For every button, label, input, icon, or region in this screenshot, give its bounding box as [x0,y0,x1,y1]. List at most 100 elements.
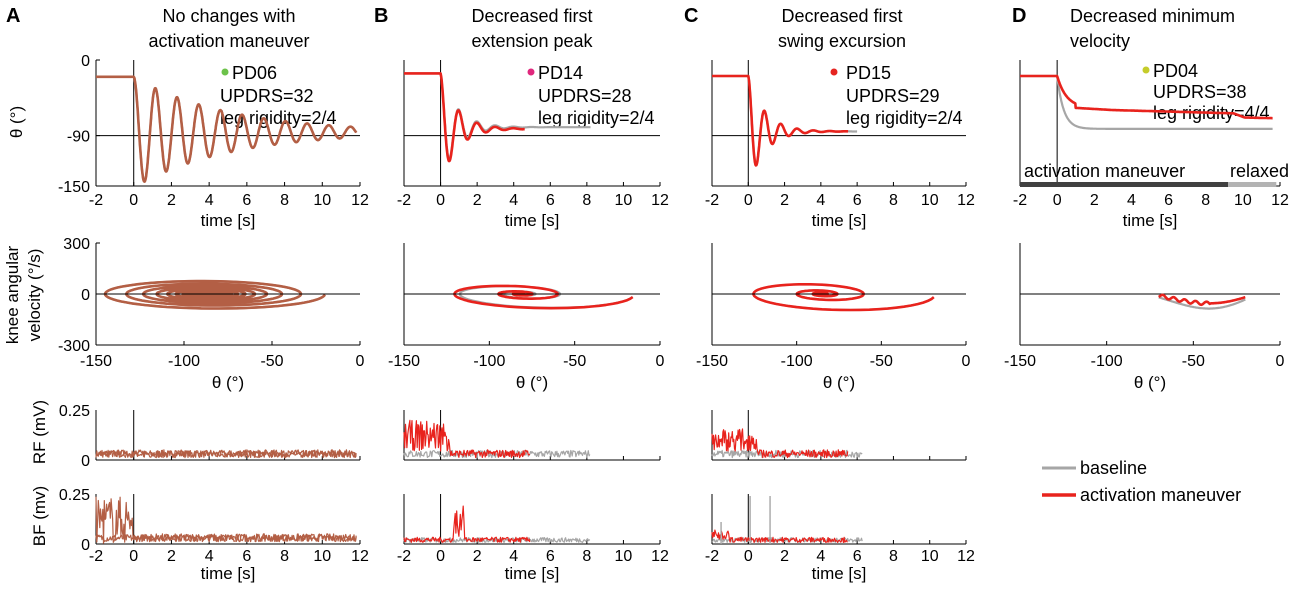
pa-bf-xtick-label: 12 [351,548,369,565]
pb-theta-xtick-label: -2 [397,192,411,209]
updrs-c: UPDRS=29 [846,86,940,106]
pa-phase-ytick-label: -300 [58,338,90,355]
pa-bf-xtick-label: -2 [89,548,103,565]
rigidity-b: leg rigidity=2/4 [538,108,655,128]
pc-rf-activation-trace [711,428,849,459]
pb-phase-xtick-label: -100 [473,353,505,370]
pb-theta-xlabel: time [s] [505,211,560,230]
pc-phase-activation-line [752,283,935,312]
pc-bf-xtick-label: 8 [889,548,898,565]
panel-d-title-line1: Decreased minimum [1070,6,1235,26]
pb-theta-xtick-label: 0 [436,192,445,209]
pb-bf-xtick-label: 8 [582,548,591,565]
pd-phase-xtick-label: -100 [1091,353,1123,370]
pd-theta-activation-line [1019,74,1274,120]
panel-letter-b: B [374,5,388,27]
pc-theta-xtick-label: 0 [744,192,753,209]
pb-bf-xtick-label: 4 [509,548,518,565]
patient-id-b: PD14 [538,63,583,83]
pb-bf-xtick-label: 0 [436,548,445,565]
pa-theta-xtick-label: 10 [313,192,331,209]
pa-phase-xtick-label: -50 [260,353,283,370]
pd-phase-xtick-label: -150 [1004,353,1036,370]
pa-bf-xtick-label: 6 [242,548,251,565]
pc-phase-xlabel: θ (°) [823,373,855,392]
pb-theta-activation-line [403,72,526,163]
pa-theta-xtick-label: 4 [205,192,214,209]
pc-theta-xtick-label: 8 [889,192,898,209]
pa-rf-ytick-label: 0.25 [59,403,90,420]
legend-activation-label: activation maneuver [1080,485,1241,505]
pa-bf-ytick-label: 0 [81,537,90,554]
pb-bf-xtick-label: 6 [546,548,555,565]
updrs-a: UPDRS=32 [220,86,314,106]
pa-phase-xtick-label: -150 [80,353,112,370]
angle-axis-label: θ (°) [7,106,26,138]
pc-theta-xlabel: time [s] [812,211,867,230]
pa-phase-xlabel: θ (°) [212,373,244,392]
pa-bf-xtick-label: 4 [205,548,214,565]
pb-theta-xtick-label: 2 [473,192,482,209]
pa-theta-ytick-label: 0 [81,53,90,70]
pb-phase-xlabel: θ (°) [516,373,548,392]
patient-id-c: PD15 [846,63,891,83]
pa-theta-xtick-label: 2 [167,192,176,209]
pd-theta-xtick-label: 2 [1090,192,1099,209]
pc-bf-xtick-label: 2 [780,548,789,565]
pb-theta-xtick-label: 8 [582,192,591,209]
pa-rf-ytick-label: 0 [81,453,90,470]
pa-bf-xtick-label: 10 [313,548,331,565]
pa-rf-activation-trace [95,449,357,459]
pb-phase-xtick-label: -150 [388,353,420,370]
pc-theta-xtick-label: 10 [921,192,939,209]
pc-theta-xtick-label: 6 [853,192,862,209]
panel-a-title-line1: No changes with [162,6,295,26]
pb-rf-activation-trace [403,419,531,459]
pa-theta-ytick-label: -90 [67,129,90,146]
legend: baseline activation maneuver [1042,458,1241,505]
pd-phase-activation-line [1158,293,1246,307]
pd-phase-xtick-label: 0 [1276,353,1285,370]
pa-theta-xtick-label: 8 [280,192,289,209]
pd-phase-xtick-label: -50 [1182,353,1205,370]
pc-bf-xtick-label: 4 [816,548,825,565]
pc-phase-xtick-label: -50 [870,353,893,370]
pa-bf-xtick-label: 8 [280,548,289,565]
pa-theta-xlabel: time [s] [201,211,256,230]
pa-phase-xtick-label: -100 [168,353,200,370]
pd-phase-baseline-line [1158,296,1246,310]
pa-phase-xtick-label: 0 [356,353,365,370]
patient-dot-c [830,68,838,76]
pa-bf-xtick-label: 0 [129,548,138,565]
pc-bf-xtick-label: 0 [744,548,753,565]
panel-c-title-line1: Decreased first [781,6,902,26]
pd-theta-xtick-label: 4 [1127,192,1136,209]
patient-annotations: PD06 UPDRS=32 leg rigidity=2/4 PD14 UPDR… [220,61,1270,128]
pb-theta-xtick-label: 6 [546,192,555,209]
pa-bf-ytick-label: 0.25 [59,487,90,504]
pa-theta-xtick-label: 12 [351,192,369,209]
pc-theta-xtick-label: 12 [957,192,975,209]
pb-bf-xtick-label: 10 [615,548,633,565]
pc-bf-xtick-label: 12 [957,548,975,565]
relaxed-bar-label: relaxed [1230,161,1289,181]
updrs-b: UPDRS=28 [538,86,632,106]
pc-bf-xtick-label: -2 [705,548,719,565]
updrs-d: UPDRS=38 [1153,82,1247,102]
pd-activation-bar [1020,182,1228,187]
pc-theta-xtick-label: 4 [816,192,825,209]
patient-id-a: PD06 [232,63,277,83]
phase-ylabel-line1: knee angular [3,246,22,345]
pb-bf-xtick-label: 12 [651,548,669,565]
pa-phase-activation-line [103,279,326,310]
pb-bf-xlabel: time [s] [505,564,560,583]
panel-b-title-line2: extension peak [471,31,593,51]
pb-bf-xtick-label: -2 [397,548,411,565]
panel-a-title-line2: activation maneuver [148,31,309,51]
pb-bf-activation-trace [403,505,531,543]
patient-dot-a [221,68,229,76]
pc-bf-xtick-label: 10 [921,548,939,565]
panel-c-title-line2: swing excursion [778,31,906,51]
pb-theta-xtick-label: 12 [651,192,669,209]
